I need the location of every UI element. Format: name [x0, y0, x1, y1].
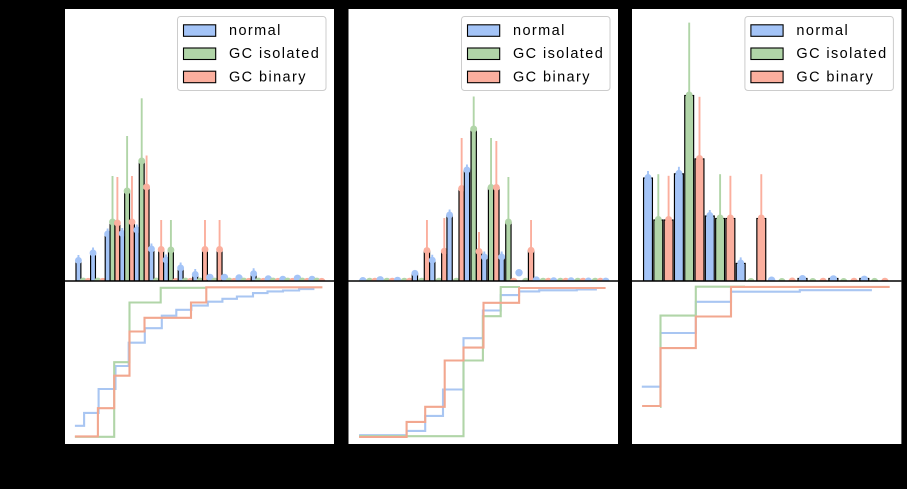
svg-text:GC isolated: GC isolated [513, 46, 604, 62]
svg-text:GC isolated: GC isolated [796, 46, 887, 62]
svg-text:normal: normal [796, 23, 849, 39]
svg-text:GC isolated: GC isolated [229, 46, 320, 62]
svg-text:GC binary: GC binary [513, 69, 591, 85]
svg-text:normal: normal [229, 23, 282, 39]
svg-text:normal: normal [513, 23, 566, 39]
svg-text:GC binary: GC binary [229, 69, 307, 85]
svg-text:GC binary: GC binary [796, 69, 874, 85]
